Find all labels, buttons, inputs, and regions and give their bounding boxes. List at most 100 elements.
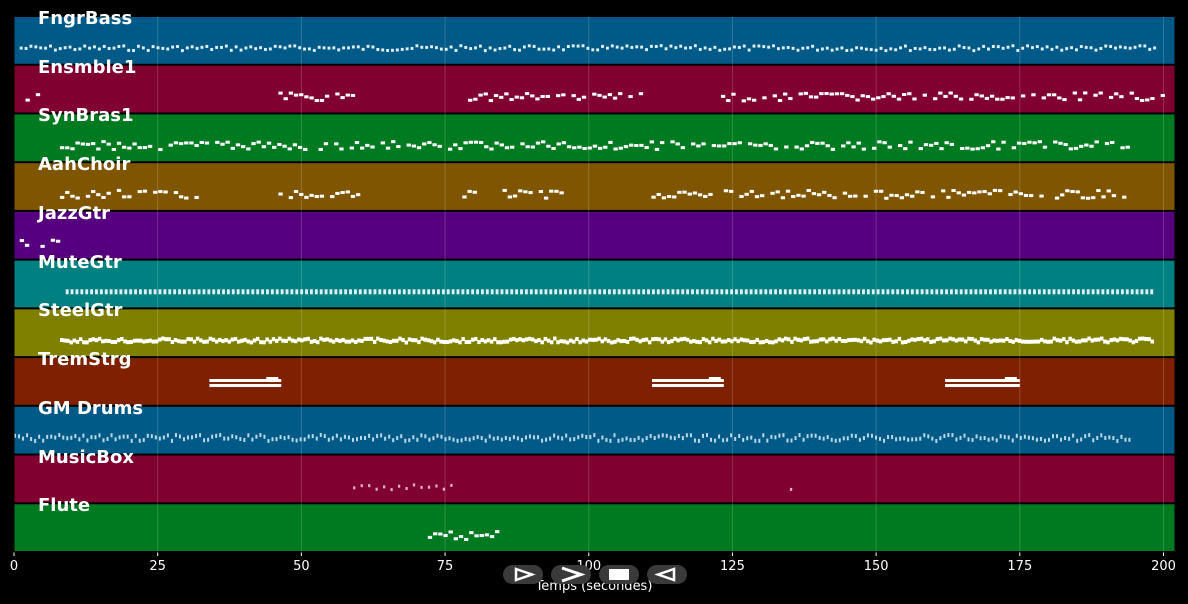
- note: [883, 438, 886, 443]
- note: [138, 438, 141, 443]
- note: [490, 289, 494, 295]
- note: [1052, 336, 1057, 341]
- note: [537, 435, 540, 440]
- note: [718, 48, 722, 52]
- note: [204, 141, 210, 145]
- note: [53, 48, 57, 52]
- note: [949, 289, 953, 295]
- note: [545, 437, 548, 442]
- note: [768, 340, 772, 345]
- note: [515, 289, 519, 295]
- note: [891, 435, 894, 440]
- note: [605, 437, 608, 442]
- note: [113, 340, 118, 345]
- note: [498, 47, 502, 51]
- note: [698, 47, 702, 51]
- note: [935, 289, 939, 295]
- note: [19, 46, 23, 50]
- note: [442, 340, 446, 345]
- note: [55, 239, 61, 243]
- note: [891, 289, 895, 295]
- note: [373, 289, 377, 295]
- note: [951, 189, 956, 193]
- note: [790, 438, 793, 443]
- note: [798, 289, 802, 295]
- note: [695, 339, 699, 344]
- note: [757, 44, 761, 48]
- note: [422, 289, 426, 295]
- note: [544, 289, 548, 295]
- note: [605, 46, 609, 50]
- note: [851, 145, 856, 149]
- note: [347, 435, 350, 440]
- note: [312, 339, 317, 344]
- note: [275, 437, 278, 442]
- note: [347, 339, 352, 344]
- note: [375, 487, 378, 491]
- note: [120, 337, 124, 342]
- note: [801, 194, 806, 198]
- note: [410, 338, 415, 343]
- note: [1067, 289, 1071, 295]
- note: [666, 340, 671, 345]
- note: [412, 289, 416, 295]
- note: [884, 49, 888, 53]
- note: [581, 44, 585, 48]
- note: [383, 289, 387, 295]
- note: [300, 289, 304, 295]
- note: [974, 93, 979, 97]
- note: [1007, 435, 1010, 440]
- track-lane: [14, 211, 1175, 259]
- note: [572, 146, 577, 150]
- note: [483, 339, 488, 344]
- x-tick-label: 50: [293, 559, 310, 574]
- note: [1004, 377, 1017, 380]
- note: [739, 194, 744, 198]
- note: [251, 437, 254, 442]
- note: [821, 337, 826, 342]
- note: [801, 46, 805, 50]
- note: [1016, 141, 1022, 145]
- note: [684, 46, 688, 50]
- stop-button[interactable]: [599, 565, 639, 584]
- note: [366, 336, 371, 341]
- rewind-button[interactable]: [647, 565, 687, 584]
- note: [197, 289, 201, 295]
- note: [424, 434, 427, 439]
- note: [912, 97, 917, 101]
- note: [278, 336, 282, 341]
- note: [784, 145, 789, 149]
- play-button[interactable]: [503, 565, 543, 584]
- note: [853, 337, 857, 342]
- note: [827, 289, 831, 295]
- note: [828, 337, 832, 342]
- note: [154, 339, 159, 344]
- note: [420, 336, 424, 341]
- note: [400, 47, 404, 51]
- note: [804, 144, 810, 148]
- note: [339, 147, 344, 151]
- note: [379, 337, 383, 342]
- forward-button[interactable]: [551, 565, 591, 584]
- note: [857, 289, 861, 295]
- note: [340, 191, 345, 195]
- note: [778, 289, 782, 295]
- note: [220, 45, 223, 49]
- note: [897, 144, 903, 148]
- note: [480, 338, 484, 343]
- track-lane: [14, 260, 1175, 308]
- note: [136, 44, 140, 48]
- note: [173, 141, 179, 145]
- note: [167, 337, 171, 342]
- note: [341, 337, 345, 342]
- note: [827, 193, 832, 197]
- note: [850, 433, 853, 438]
- note: [236, 289, 240, 295]
- track-lane: [14, 504, 1175, 551]
- note: [493, 48, 497, 52]
- note: [280, 289, 284, 295]
- note: [786, 438, 789, 443]
- note: [933, 48, 937, 52]
- note: [319, 194, 325, 198]
- note: [758, 143, 763, 147]
